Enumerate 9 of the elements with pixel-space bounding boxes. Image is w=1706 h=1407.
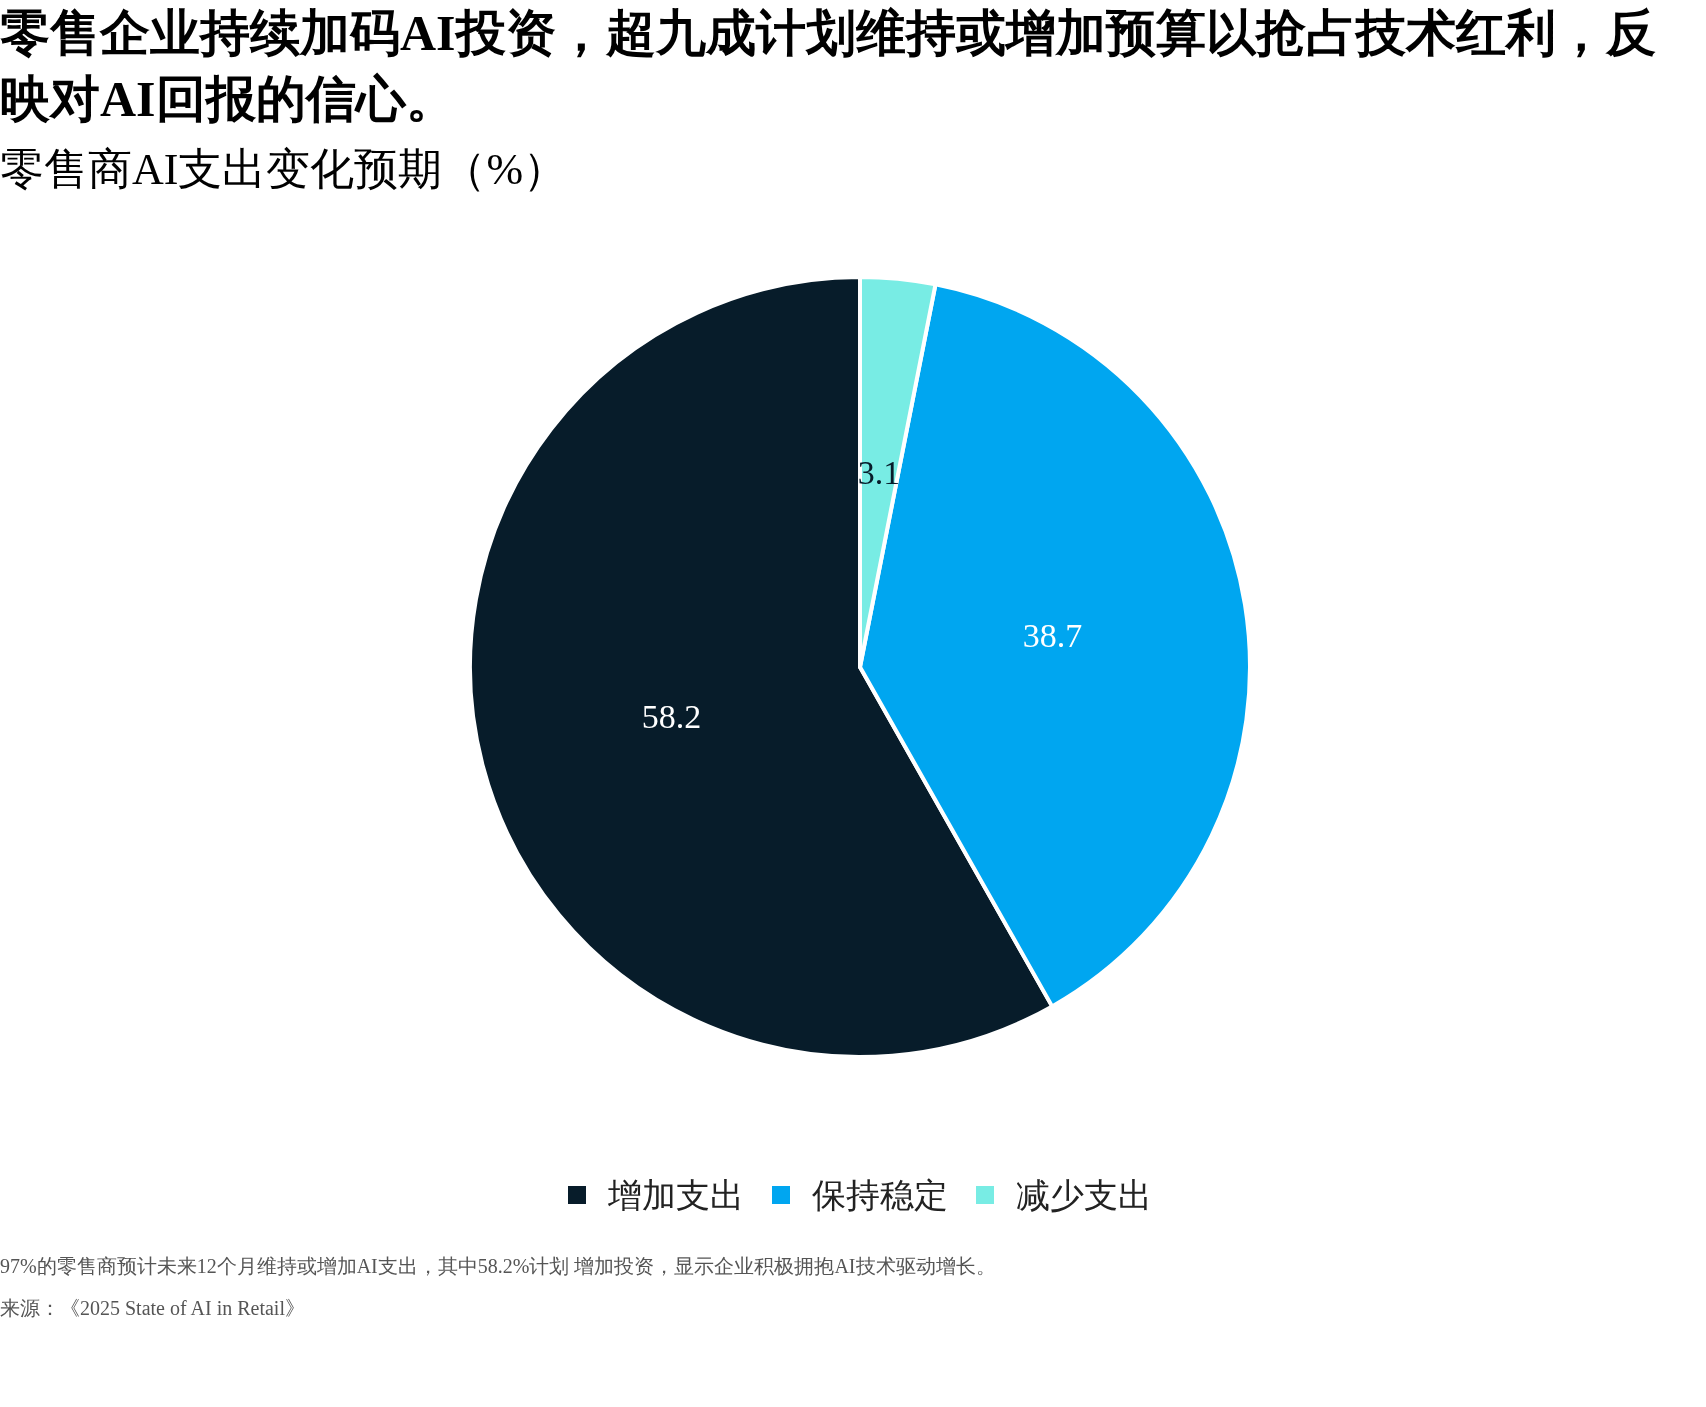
data-label: 38.7 (1022, 617, 1083, 655)
source-note: 来源：《2025 State of AI in Retail》 (0, 1296, 306, 1321)
data-label: 58.2 (641, 698, 702, 736)
text: 97%的零售商预计未来12个月维持或增加AI支出，其中58.2%计划 增加投资，显示企业积极拥抱AI技术驱动增长。 (0, 1254, 996, 1279)
chart-title: 零售企业持续加码AI投资，超九成计划维持或增加预算以抢占技术红利，反映对AI回报的信心。 (0, 4, 1657, 129)
chart-subtitle: 零售商AI支出变化预期（%） (0, 144, 568, 196)
legend-label: 增加支出 (607, 1176, 744, 1214)
legend-label: 减少支出 (1016, 1176, 1152, 1214)
legend-label: 保持稳定 (812, 1176, 948, 1214)
